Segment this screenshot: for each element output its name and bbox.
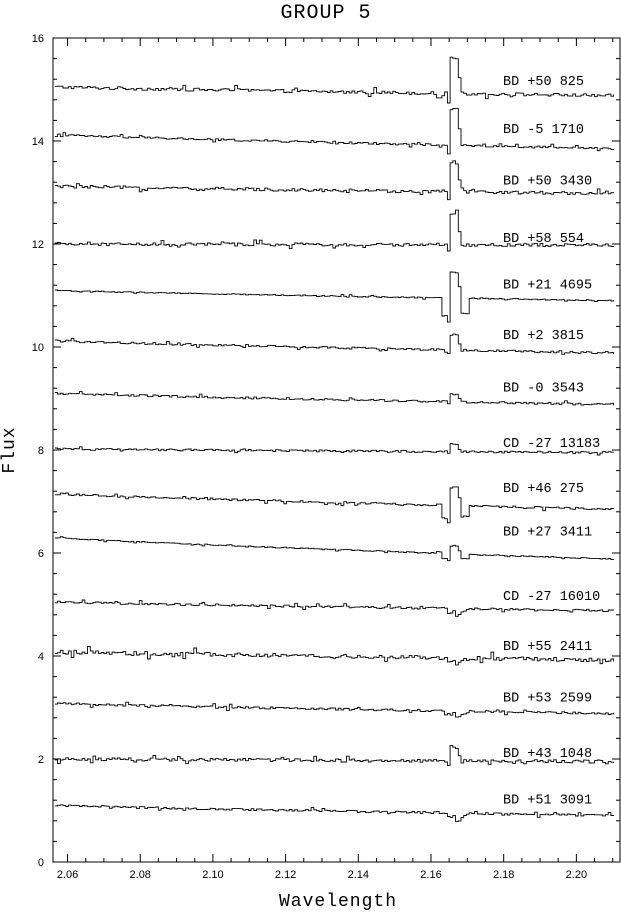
x-tick-label: 2.10	[202, 869, 223, 881]
y-tick-label: 14	[32, 136, 44, 148]
spectra-series	[54, 56, 615, 822]
series-label: BD +53 2599	[503, 691, 592, 706]
x-tick-label: 2.16	[420, 869, 441, 881]
spectrum-line	[54, 536, 615, 562]
x-tick-label: 2.08	[130, 869, 151, 881]
series-label: BD +46 275	[503, 482, 584, 497]
series-label: BD +55 2411	[503, 640, 592, 655]
x-tick-label: 2.20	[566, 869, 587, 881]
y-tick-label: 16	[32, 33, 44, 45]
series-label: BD +50 825	[503, 75, 584, 90]
series-labels: BD +50 825 BD -5 1710 BD +50 3430 BD +58 55…	[503, 75, 600, 808]
series-label: BD -0 3543	[503, 381, 584, 396]
spectrum-line	[54, 599, 615, 617]
series-label: CD -27 16010	[503, 590, 600, 605]
series-label: BD +2 3815	[503, 329, 584, 344]
y-tick-label: 8	[38, 445, 44, 457]
y-tick-label: 10	[32, 342, 44, 354]
y-tick-label: 12	[32, 239, 44, 251]
spectrum-line	[54, 391, 615, 406]
spectrum-line	[54, 333, 615, 355]
spectrum-line	[54, 160, 615, 201]
series-label: BD +50 3430	[503, 174, 592, 189]
x-tick-label: 2.14	[348, 869, 369, 881]
series-label: BD +21 4695	[503, 278, 592, 293]
spectrum-line	[54, 271, 615, 323]
y-tick-label: 4	[38, 651, 44, 663]
spectrum-line	[54, 646, 615, 666]
x-tick-label: 2.18	[493, 869, 514, 881]
series-label: BD +58 554	[503, 232, 584, 247]
y-tick-label: 2	[38, 754, 44, 766]
spectrum-line	[54, 701, 615, 718]
x-tick-label: 2.06	[57, 869, 78, 881]
series-label: BD +51 3091	[503, 793, 592, 808]
spectrum-line	[54, 486, 615, 524]
spectrum-line	[54, 745, 615, 766]
y-tick-label: 0	[38, 857, 44, 869]
y-axis-title: Flux	[0, 426, 20, 473]
y-tick-label: 6	[38, 548, 44, 560]
spectrum-line	[54, 804, 615, 822]
series-label: BD -5 1710	[503, 123, 584, 138]
x-tick-label: 2.12	[275, 869, 296, 881]
spectrum-line	[54, 56, 615, 104]
spectrum-line	[54, 209, 615, 252]
axis-ticks: 2.06 2.08 2.10 2.12 2.14 2.16 2.18 2.20 0 2 4 6 8 10 1…	[32, 33, 620, 881]
series-label: BD +43 1048	[503, 747, 592, 762]
series-label: CD -27 13183	[503, 437, 600, 452]
x-axis-title: Wavelength	[279, 892, 397, 912]
chart-title: GROUP 5	[280, 2, 371, 25]
spectrum-line	[54, 108, 615, 155]
series-label: BD +27 3411	[503, 526, 592, 541]
spectrum-line	[54, 443, 615, 456]
